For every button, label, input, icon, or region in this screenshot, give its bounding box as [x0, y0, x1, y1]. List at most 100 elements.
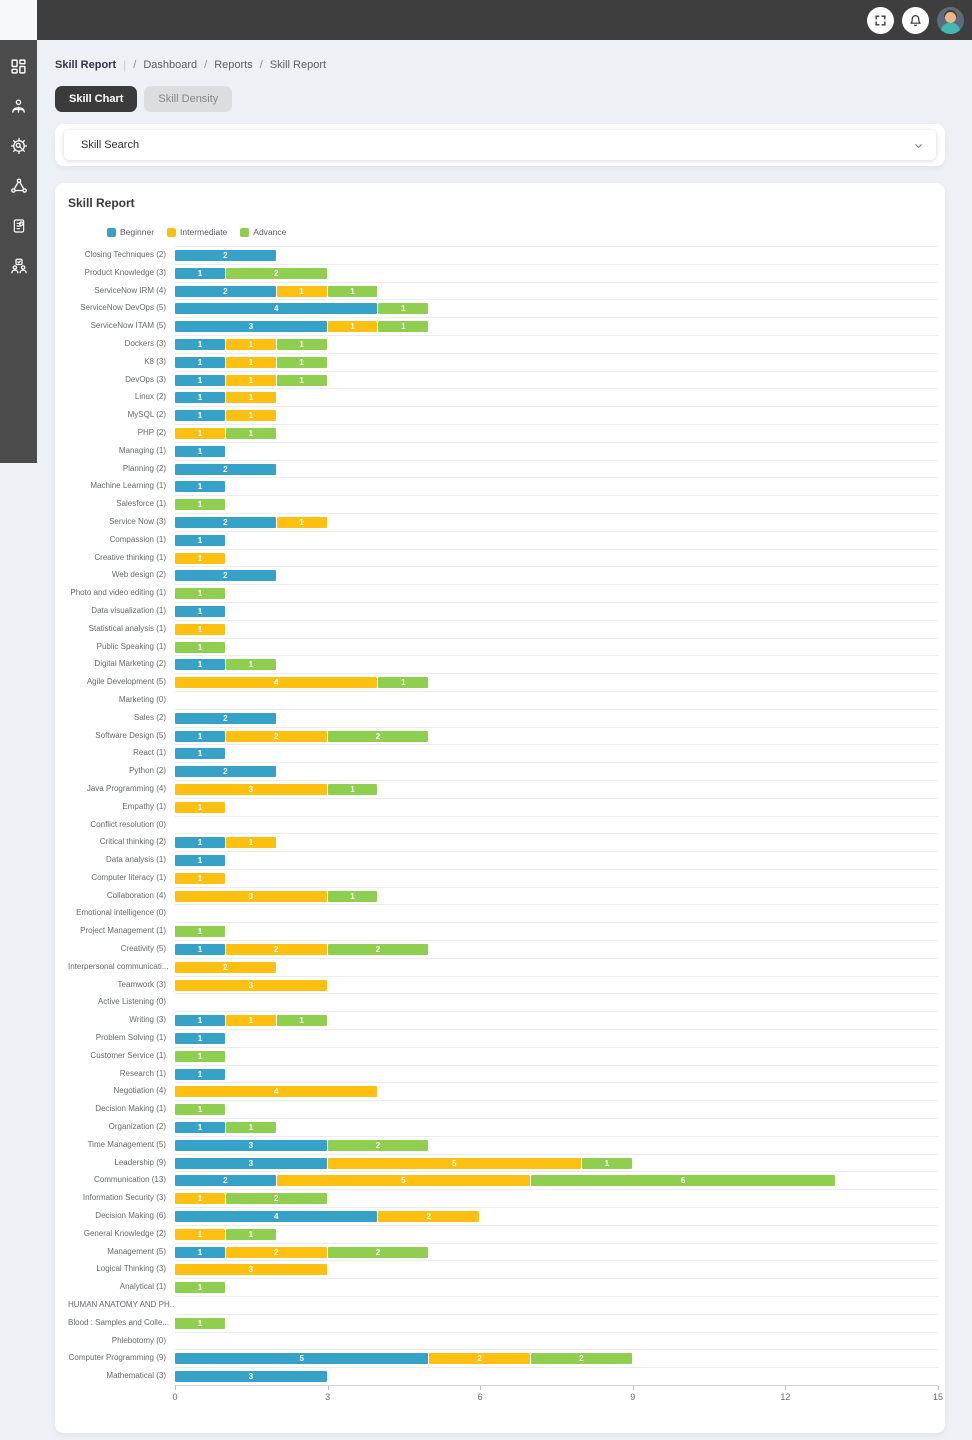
- bar-segment-beginner[interactable]: 1: [175, 445, 225, 457]
- bar-segment-advance[interactable]: 1: [175, 1282, 225, 1294]
- bar-segment-beginner[interactable]: 3: [175, 1371, 327, 1383]
- skill-search-dropdown[interactable]: Skill Search: [64, 130, 936, 160]
- bar-segment-advance[interactable]: 1: [225, 1122, 276, 1134]
- bar-segment-intermediate[interactable]: 4: [175, 1086, 378, 1098]
- bar-segment-intermediate[interactable]: 2: [225, 1246, 327, 1258]
- bar-segment-advance[interactable]: 1: [276, 374, 327, 386]
- bar-segment-intermediate[interactable]: 1: [225, 410, 276, 422]
- bar-segment-beginner[interactable]: 1: [175, 1246, 225, 1258]
- bar-segment-intermediate[interactable]: 5: [327, 1157, 581, 1169]
- bar-segment-beginner[interactable]: 5: [175, 1353, 429, 1365]
- avatar[interactable]: [937, 6, 964, 34]
- bar-segment-beginner[interactable]: 2: [175, 285, 276, 297]
- bar-segment-beginner[interactable]: 2: [175, 766, 276, 778]
- bar-segment-beginner[interactable]: 1: [175, 748, 225, 760]
- bar-segment-intermediate[interactable]: 3: [175, 890, 327, 902]
- bar-segment-beginner[interactable]: 1: [175, 944, 225, 956]
- bar-segment-intermediate[interactable]: 2: [225, 944, 327, 956]
- bar-segment-advance[interactable]: 1: [175, 588, 225, 600]
- bar-segment-advance[interactable]: 6: [531, 1175, 836, 1187]
- bar-segment-intermediate[interactable]: 1: [225, 338, 276, 350]
- bar-segment-advance[interactable]: 2: [531, 1353, 632, 1365]
- bar-segment-advance[interactable]: 1: [175, 1104, 225, 1116]
- bar-segment-advance[interactable]: 1: [225, 427, 276, 439]
- bar-segment-intermediate[interactable]: 3: [175, 783, 327, 795]
- bar-segment-beginner[interactable]: 2: [175, 250, 276, 261]
- breadcrumb-item-dashboard[interactable]: Dashboard: [143, 59, 198, 71]
- bar-segment-advance[interactable]: 1: [378, 677, 429, 689]
- bar-segment-beginner[interactable]: 1: [175, 1015, 225, 1027]
- legend-item-beginner[interactable]: Beginner: [107, 227, 154, 237]
- bar-segment-intermediate[interactable]: 1: [327, 321, 378, 333]
- legend-item-advance[interactable]: Advance: [240, 227, 286, 237]
- bar-segment-intermediate[interactable]: 1: [175, 1228, 225, 1240]
- bar-segment-advance[interactable]: 1: [581, 1157, 632, 1169]
- sidebar-item-skills-engine[interactable]: [0, 126, 37, 166]
- bar-segment-intermediate[interactable]: 2: [378, 1211, 480, 1223]
- bar-segment-beginner[interactable]: 1: [175, 356, 225, 368]
- sidebar-item-dashboard[interactable]: [0, 46, 37, 86]
- bar-segment-advance[interactable]: 2: [327, 1139, 429, 1151]
- bar-segment-beginner[interactable]: 1: [175, 410, 225, 422]
- bar-segment-beginner[interactable]: 4: [175, 303, 378, 315]
- bar-segment-advance[interactable]: 1: [276, 356, 327, 368]
- bar-segment-beginner[interactable]: 1: [175, 481, 225, 493]
- bar-segment-advance[interactable]: 2: [327, 730, 429, 742]
- bar-segment-intermediate[interactable]: 3: [175, 1264, 327, 1276]
- bar-segment-beginner[interactable]: 2: [175, 463, 276, 475]
- bar-segment-advance[interactable]: 2: [327, 944, 429, 956]
- bar-segment-beginner[interactable]: 2: [175, 1175, 276, 1187]
- breadcrumb-item-skill-report[interactable]: Skill Report: [269, 59, 327, 71]
- tab-skill-density[interactable]: Skill Density: [144, 86, 233, 112]
- bar-segment-advance[interactable]: 1: [175, 1050, 225, 1062]
- bar-segment-intermediate[interactable]: 1: [175, 427, 225, 439]
- bar-segment-intermediate[interactable]: 1: [175, 1193, 225, 1205]
- fullscreen-button[interactable]: [867, 6, 894, 34]
- bar-segment-beginner[interactable]: 1: [175, 605, 225, 617]
- bar-segment-advance[interactable]: 1: [175, 926, 225, 938]
- bar-segment-advance[interactable]: 1: [378, 303, 429, 315]
- bar-segment-beginner[interactable]: 3: [175, 1139, 327, 1151]
- bar-segment-intermediate[interactable]: 1: [276, 285, 327, 297]
- bar-segment-intermediate[interactable]: 1: [225, 392, 276, 404]
- bar-segment-beginner[interactable]: 3: [175, 321, 327, 333]
- breadcrumb-item-reports[interactable]: Reports: [214, 59, 253, 71]
- bar-segment-beginner[interactable]: 2: [175, 570, 276, 582]
- sidebar-item-team[interactable]: [0, 246, 37, 286]
- bar-segment-advance[interactable]: 1: [225, 1228, 276, 1240]
- bar-segment-advance[interactable]: 2: [327, 1246, 429, 1258]
- bar-segment-advance[interactable]: 1: [327, 890, 378, 902]
- bar-segment-advance[interactable]: 1: [276, 1015, 327, 1027]
- bar-segment-intermediate[interactable]: 1: [175, 552, 225, 564]
- legend-item-intermediate[interactable]: Intermediate: [167, 227, 227, 237]
- bar-segment-intermediate[interactable]: 1: [175, 623, 225, 635]
- bar-segment-beginner[interactable]: 1: [175, 730, 225, 742]
- bar-segment-intermediate[interactable]: 1: [225, 374, 276, 386]
- tab-skill-chart[interactable]: Skill Chart: [55, 86, 138, 112]
- bar-segment-advance[interactable]: 1: [175, 499, 225, 511]
- bar-segment-beginner[interactable]: 1: [175, 1122, 225, 1134]
- bar-segment-beginner[interactable]: 1: [175, 374, 225, 386]
- bar-segment-advance[interactable]: 1: [327, 783, 378, 795]
- bar-segment-intermediate[interactable]: 1: [225, 837, 276, 849]
- bar-segment-advance[interactable]: 1: [276, 338, 327, 350]
- bar-segment-advance[interactable]: 1: [175, 641, 225, 653]
- bar-segment-intermediate[interactable]: 1: [225, 356, 276, 368]
- bar-segment-intermediate[interactable]: 1: [175, 801, 225, 813]
- bar-segment-intermediate[interactable]: 1: [225, 1015, 276, 1027]
- bar-segment-intermediate[interactable]: 3: [175, 979, 327, 991]
- bar-segment-advance[interactable]: 1: [327, 285, 378, 297]
- bar-segment-intermediate[interactable]: 2: [175, 961, 276, 973]
- notifications-button[interactable]: [902, 6, 929, 34]
- bar-segment-beginner[interactable]: 1: [175, 392, 225, 404]
- sidebar-item-learner[interactable]: [0, 86, 37, 126]
- bar-segment-advance[interactable]: 1: [225, 659, 276, 671]
- bar-segment-beginner[interactable]: 2: [175, 712, 276, 724]
- bar-segment-beginner[interactable]: 1: [175, 338, 225, 350]
- bar-segment-intermediate[interactable]: 1: [276, 516, 327, 528]
- bar-segment-advance[interactable]: 2: [225, 1193, 327, 1205]
- bar-segment-beginner[interactable]: 2: [175, 516, 276, 528]
- bar-segment-intermediate[interactable]: 1: [175, 872, 225, 884]
- bar-segment-beginner[interactable]: 1: [175, 267, 225, 279]
- bar-segment-beginner[interactable]: 1: [175, 659, 225, 671]
